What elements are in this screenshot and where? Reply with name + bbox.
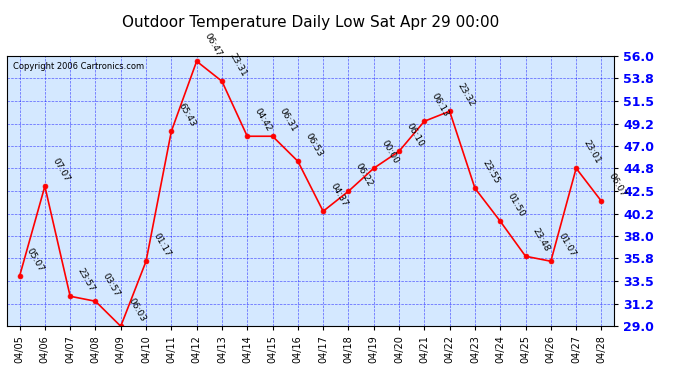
Text: 23:55: 23:55 [480,159,501,186]
Text: 04:42: 04:42 [253,107,273,134]
Text: 07:07: 07:07 [50,157,71,183]
Text: 06:07: 06:07 [607,172,628,198]
Text: 23:57: 23:57 [76,267,97,294]
Text: 01:50: 01:50 [506,192,526,219]
Text: 06:53: 06:53 [304,132,324,159]
Text: 03:57: 03:57 [101,272,121,298]
Text: 23:48: 23:48 [531,227,552,254]
Text: 01:07: 01:07 [556,232,577,258]
Text: 01:17: 01:17 [152,232,172,258]
Text: Copyright 2006 Cartronics.com: Copyright 2006 Cartronics.com [13,62,144,70]
Text: 00:00: 00:00 [380,139,400,165]
Text: 23:32: 23:32 [455,82,476,108]
Text: 23:01: 23:01 [582,139,602,165]
Text: 05:07: 05:07 [25,247,46,273]
Text: 65:43: 65:43 [177,102,197,129]
Text: Outdoor Temperature Daily Low Sat Apr 29 00:00: Outdoor Temperature Daily Low Sat Apr 29… [122,15,499,30]
Text: 06:13: 06:13 [430,92,451,118]
Text: 06:47: 06:47 [202,32,223,58]
Text: 04:37: 04:37 [328,182,349,209]
Text: 06:10: 06:10 [404,122,425,148]
Text: 06:31: 06:31 [278,106,299,134]
Text: 06:22: 06:22 [354,162,375,189]
Text: 23:31: 23:31 [228,52,248,78]
Text: 06:03: 06:03 [126,297,147,324]
